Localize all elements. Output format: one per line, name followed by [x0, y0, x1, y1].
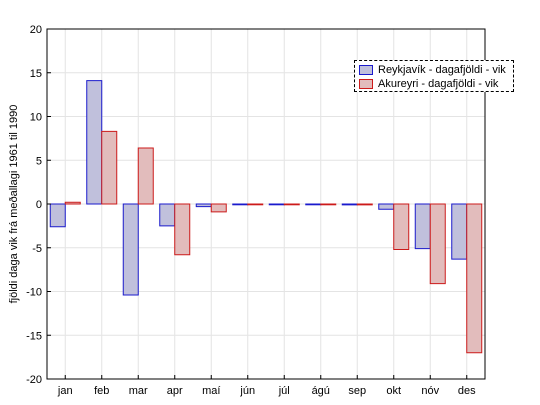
bar-reykjavik-nóv — [414, 203, 431, 250]
x-tick-label: des — [458, 385, 476, 397]
y-axis-ticks: -20 -15 -10 -5 0 5 10 15 20 — [26, 24, 51, 386]
bar-reykjavik-des — [451, 203, 468, 260]
y-tick-label: 15 — [30, 68, 42, 80]
bar-akureyri-maí — [210, 203, 227, 213]
y-tick-label: 0 — [36, 199, 42, 211]
bar-akureyri-apr — [174, 203, 191, 256]
legend-item-reykjavik: Reykjavík - dagafjöldi - vik — [359, 63, 509, 77]
bar-reykjavik-feb — [86, 80, 103, 205]
y-tick-label: 20 — [30, 24, 42, 36]
bar-akureyri-ágú — [320, 203, 337, 206]
bar-reykjavik-maí — [195, 203, 212, 208]
y-axis-label: fjöldi daga vik frá meðallagi 1961 til 1… — [8, 105, 20, 304]
bar-reykjavik-júl — [268, 203, 285, 206]
bar-reykjavik-sep — [341, 203, 358, 206]
bar-akureyri-okt — [393, 203, 410, 250]
legend-swatch-akureyri — [359, 79, 373, 89]
bar-akureyri-feb — [101, 130, 118, 205]
bar-akureyri-mar — [137, 147, 154, 205]
bars — [49, 80, 483, 354]
x-tick-label: júl — [278, 385, 290, 397]
x-tick-label: sep — [348, 385, 366, 397]
x-tick-label: mar — [129, 385, 148, 397]
bar-akureyri-des — [466, 203, 483, 354]
x-tick-label: ágú — [312, 385, 330, 397]
plot-frame — [46, 28, 486, 380]
x-axis-ticks: jan feb mar apr maí jún júl ágú sep okt nóv des — [57, 375, 476, 397]
legend: Reykjavík - dagafjöldi - vik Akureyri - … — [354, 60, 514, 92]
bar-reykjavik-apr — [159, 203, 176, 227]
bar-reykjavik-jún — [232, 203, 249, 206]
y-tick-label: -5 — [32, 243, 42, 255]
legend-label-akureyri: Akureyri - dagafjöldi - vik — [378, 78, 499, 90]
bar-reykjavik-ágú — [305, 203, 322, 206]
y-tick-label: -20 — [26, 374, 42, 386]
x-tick-label: maí — [202, 385, 220, 397]
x-tick-label: okt — [386, 385, 401, 397]
y-tick-label: -15 — [26, 330, 42, 342]
bar-reykjavik-jan — [49, 203, 66, 228]
x-tick-label: jún — [239, 385, 255, 397]
legend-label-reykjavik: Reykjavík - dagafjöldi - vik — [378, 64, 506, 76]
bar-akureyri-sep — [356, 203, 373, 206]
y-tick-label: -10 — [26, 287, 42, 299]
y-tick-label: 10 — [30, 112, 42, 124]
bar-akureyri-jún — [247, 203, 264, 206]
y-tick-label: 5 — [36, 155, 42, 167]
x-tick-label: nóv — [421, 385, 439, 397]
bar-reykjavik-mar — [122, 203, 139, 296]
bar-akureyri-júl — [283, 203, 300, 206]
bar-reykjavik-okt — [378, 203, 395, 210]
legend-item-akureyri: Akureyri - dagafjöldi - vik — [359, 77, 509, 91]
x-tick-label: feb — [94, 385, 109, 397]
legend-swatch-reykjavik — [359, 65, 373, 75]
bar-akureyri-jan — [64, 201, 81, 205]
x-tick-label: apr — [167, 385, 183, 397]
x-tick-label: jan — [57, 385, 73, 397]
bar-akureyri-nóv — [429, 203, 446, 285]
